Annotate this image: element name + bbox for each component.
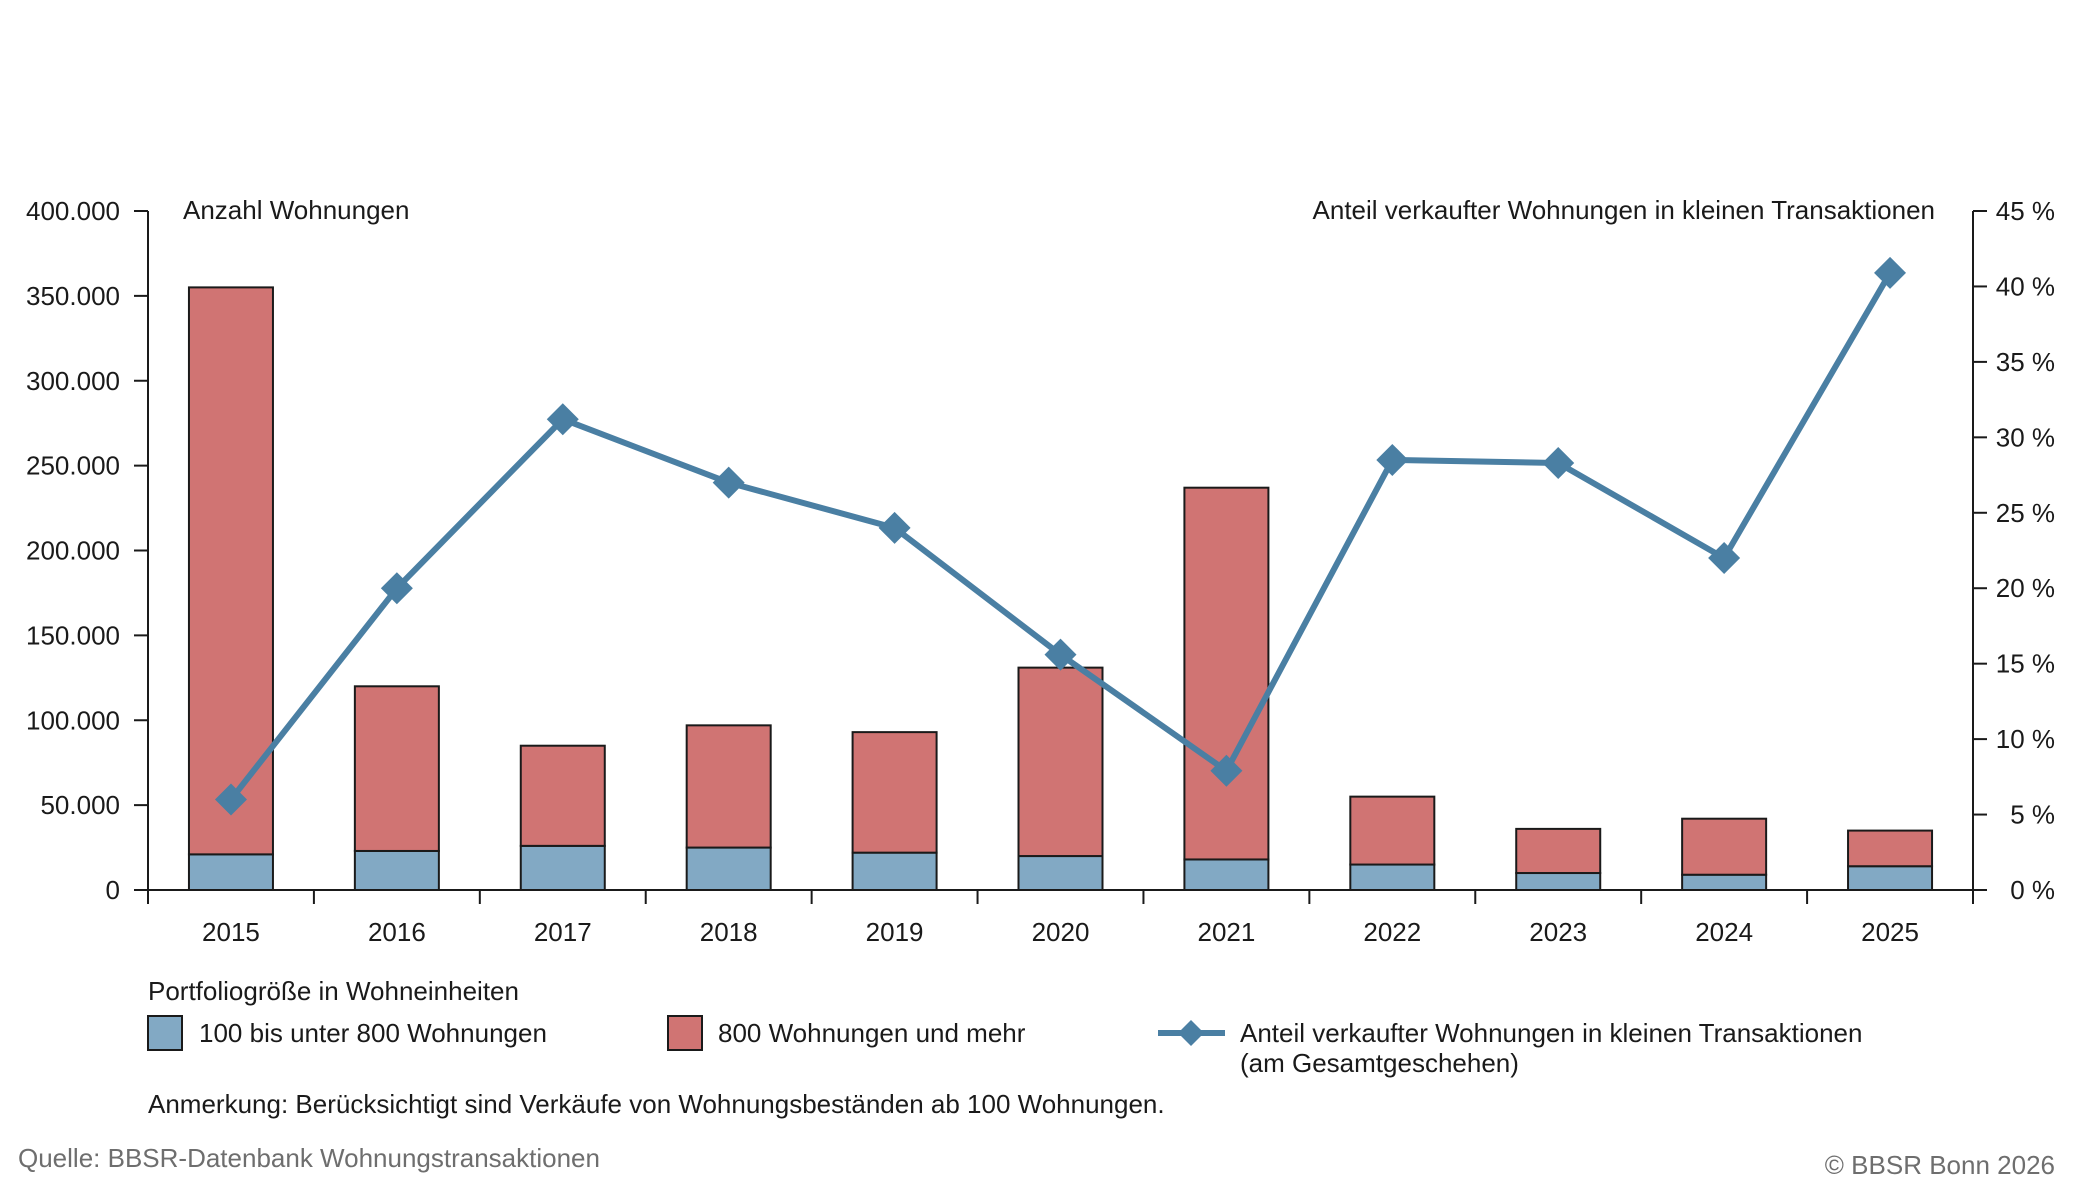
left-y-tick-label: 100.000 (26, 705, 120, 735)
bar-segment-small-portfolios (187, 853, 274, 891)
bar-segment-small-portfolios (1349, 863, 1436, 891)
legend-swatch-small-portfolios (147, 1015, 183, 1051)
left-y-tick-label: 300.000 (26, 366, 120, 396)
right-y-tick-label: 35 % (1996, 347, 2055, 377)
left-y-ticks: 0 50.000 100.000 150.000 200.000 250.000 300.0… (26, 196, 148, 905)
right-axis-title: Anteil verkaufter Wohnungen in kleinen T… (1313, 195, 1935, 225)
left-y-tick-label: 400.000 (26, 196, 120, 226)
x-tick-label: 2018 (700, 917, 758, 947)
bar-segment-large-portfolios (353, 685, 440, 852)
left-axis-title: Anzahl Wohnungen (183, 195, 409, 225)
bar-segment-large-portfolios (851, 731, 938, 854)
x-tick-label: 2017 (534, 917, 592, 947)
legend-diamond-marker-icon (1178, 1020, 1204, 1046)
x-ticks: 2015 2016 2017 2018 2019 2020 2021 2022 2023 2024… (147, 890, 1974, 947)
bar-segment-large-portfolios (685, 724, 772, 849)
share-point-diamond (380, 572, 413, 605)
share-point-diamond (1874, 256, 1907, 289)
share-point-diamond (1210, 754, 1243, 787)
bar-segment-large-portfolios (1515, 827, 1602, 875)
x-tick-label: 2025 (1861, 917, 1919, 947)
legend-label-large-portfolios: 800 Wohnungen und mehr (718, 1018, 1026, 1048)
bar-segment-large-portfolios (187, 286, 274, 856)
left-y-tick-label: 0 (106, 875, 120, 905)
right-y-ticks: 0 % 5 % 10 % 15 % 20 % 25 % 30 % 35 % 40 % 45 % (1973, 196, 2055, 905)
bar-segment-large-portfolios (1183, 486, 1270, 861)
bar-segment-small-portfolios (1515, 872, 1602, 892)
bars-layer (187, 286, 1934, 892)
bar-segment-large-portfolios (1017, 666, 1104, 858)
share-point-diamond (1542, 446, 1575, 479)
bar-segment-small-portfolios (1681, 873, 1768, 891)
share-point-diamond (1376, 443, 1409, 476)
chart-note: Anmerkung: Berücksichtigt sind Verkäufe … (148, 1089, 1165, 1119)
legend-title: Portfoliogröße in Wohneinheiten (148, 976, 519, 1006)
share-point-diamond (214, 783, 247, 816)
right-y-tick-label: 5 % (2010, 800, 2055, 830)
bar-segment-small-portfolios (353, 849, 440, 892)
left-y-tick-label: 200.000 (26, 536, 120, 566)
legend-swatch-large-portfolios (667, 1015, 703, 1051)
legend-label-share-line-2: (am Gesamtgeschehen) (1240, 1048, 1519, 1078)
bar-segment-small-portfolios (685, 846, 772, 891)
bar-segment-small-portfolios (1847, 865, 1934, 891)
right-y-tick-label: 25 % (1996, 498, 2055, 528)
left-y-tick-label: 350.000 (26, 281, 120, 311)
right-y-tick-label: 30 % (1996, 422, 2055, 452)
line-layer (214, 256, 1907, 816)
legend-label-share-line: Anteil verkaufter Wohnungen in kleinen T… (1240, 1018, 1862, 1048)
x-tick-label: 2016 (368, 917, 426, 947)
right-y-tick-label: 15 % (1996, 649, 2055, 679)
axes-layer: 0 50.000 100.000 150.000 200.000 250.000 300.0… (26, 196, 2055, 947)
x-tick-label: 2015 (202, 917, 260, 947)
bar-segment-large-portfolios (1847, 829, 1934, 868)
x-tick-label: 2019 (866, 917, 924, 947)
right-y-tick-label: 10 % (1996, 724, 2055, 754)
x-tick-label: 2023 (1529, 917, 1587, 947)
bar-segment-small-portfolios (1183, 858, 1270, 892)
x-tick-label: 2024 (1695, 917, 1753, 947)
left-y-tick-label: 250.000 (26, 451, 120, 481)
x-tick-label: 2022 (1363, 917, 1421, 947)
share-point-diamond (878, 511, 911, 544)
bar-segment-small-portfolios (519, 844, 606, 891)
bar-segment-small-portfolios (851, 851, 938, 892)
left-y-tick-label: 150.000 (26, 620, 120, 650)
bar-segment-large-portfolios (519, 744, 606, 847)
bar-segment-large-portfolios (1349, 795, 1436, 866)
right-y-tick-label: 45 % (1996, 196, 2055, 226)
right-y-tick-label: 0 % (2010, 875, 2055, 905)
right-y-tick-label: 40 % (1996, 271, 2055, 301)
legend-label-small-portfolios: 100 bis unter 800 Wohnungen (199, 1018, 547, 1048)
share-point-diamond (546, 403, 579, 436)
source-text: Quelle: BBSR-Datenbank Wohnungstransakti… (18, 1143, 600, 1173)
copyright-text: © BBSR Bonn 2026 (1825, 1150, 2055, 1180)
x-tick-label: 2020 (1032, 917, 1090, 947)
bar-segment-small-portfolios (1017, 855, 1104, 891)
right-y-tick-label: 20 % (1996, 573, 2055, 603)
bar-segment-large-portfolios (1681, 817, 1768, 876)
left-y-tick-label: 50.000 (40, 790, 120, 820)
share-point-diamond (1044, 638, 1077, 671)
share-point-diamond (712, 466, 745, 499)
x-tick-label: 2021 (1197, 917, 1255, 947)
share-point-diamond (1708, 542, 1741, 575)
